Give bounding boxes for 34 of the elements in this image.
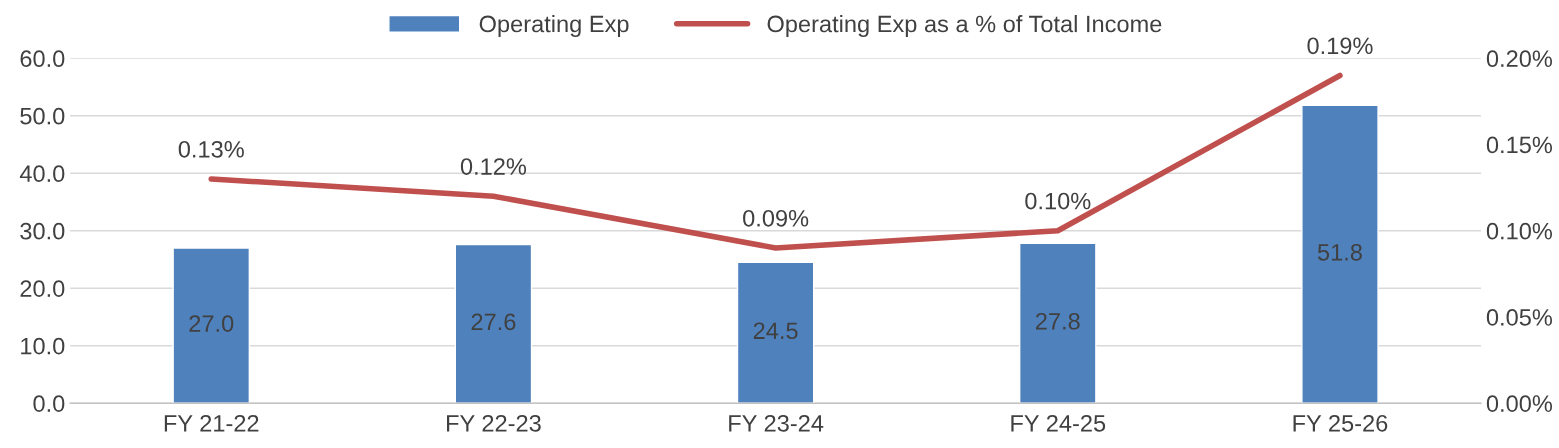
- data-label: 27.0: [189, 315, 234, 332]
- x-tick-label: FY 25-26: [1293, 414, 1388, 432]
- y2-tick-label: 0.00%: [1486, 395, 1553, 412]
- bar: [1018, 242, 1097, 404]
- data-label: 0.13%: [178, 140, 244, 158]
- x-tick-label: FY 21-22: [164, 414, 259, 432]
- legend-label: Operating Exp: [479, 14, 629, 37]
- data-label: 0.10%: [1025, 192, 1091, 210]
- bar: [736, 261, 815, 404]
- data-label: 27.8: [1035, 312, 1080, 330]
- y-tick-label: 50.0: [20, 107, 65, 125]
- y-tick-label: 10.0: [21, 337, 65, 355]
- data-label: 51.8: [1317, 243, 1362, 261]
- x-tick-label: FY 24-25: [1011, 414, 1106, 432]
- legend-label: Operating Exp as a % of Total Income: [767, 14, 1162, 37]
- data-label: 0.09%: [743, 209, 809, 227]
- data-label: 24.5: [753, 322, 798, 340]
- y2-tick-label: 0.20%: [1486, 50, 1553, 68]
- y2-tick-label: 0.15%: [1486, 136, 1553, 154]
- y-tick-label: 30.0: [20, 222, 65, 240]
- x-tick-label: FY 22-23: [447, 414, 541, 432]
- bar: [454, 243, 533, 404]
- y-tick-label: 60.0: [20, 50, 65, 68]
- y-tick-label: 0.0: [33, 395, 65, 412]
- data-label: 27.6: [471, 313, 516, 331]
- data-label: 0.19%: [1307, 37, 1373, 55]
- y2-tick-label: 0.10%: [1486, 222, 1553, 240]
- y-tick-label: 20.0: [20, 280, 65, 297]
- x-tick-label: FY 23-24: [729, 414, 824, 432]
- y-tick-label: 40.0: [19, 165, 65, 183]
- y2-tick-label: 0.05%: [1486, 309, 1553, 326]
- bar: [1301, 104, 1379, 404]
- bar: [172, 247, 251, 404]
- data-label: 0.12%: [460, 158, 527, 175]
